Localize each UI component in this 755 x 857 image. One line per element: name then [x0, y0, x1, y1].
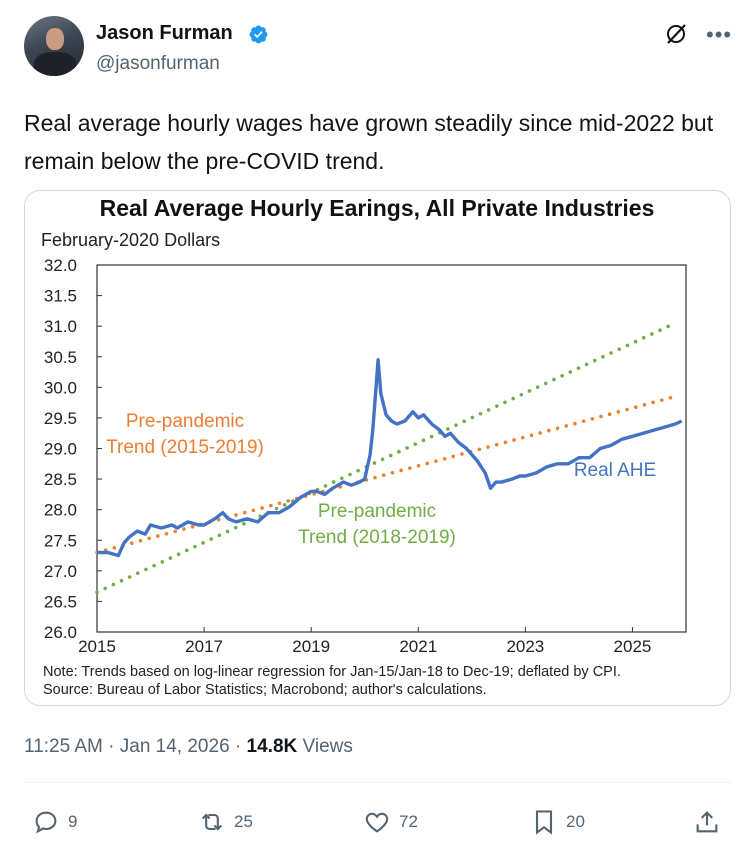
series-label: Pre-pandemic	[126, 411, 244, 432]
y-tick-label: 28.5	[44, 470, 77, 489]
series-line-trend-2018-2019	[95, 321, 678, 595]
y-tick-label: 28.0	[44, 501, 77, 520]
x-tick-label: 2019	[292, 637, 330, 656]
meta-separator: ·	[234, 736, 247, 757]
views-label: Views	[302, 736, 353, 757]
y-tick-label: 26.0	[44, 623, 77, 642]
post-time[interactable]: 11:25 AM	[24, 736, 103, 757]
series-line-real-ahe	[97, 358, 683, 558]
series-label: Trend (2018-2019)	[298, 527, 456, 548]
chart-note: Source: Bureau of Labor Statistics; Macr…	[43, 682, 487, 698]
heart-icon	[365, 812, 389, 833]
y-axis-label: February-2020 Dollars	[41, 230, 220, 250]
grok-icon[interactable]	[664, 22, 688, 46]
y-tick-label: 30.5	[44, 348, 77, 367]
bookmark-count: 20	[566, 812, 585, 831]
chart-title: Real Average Hourly Earings, All Private…	[100, 195, 655, 221]
chart-svg: Real Average Hourly Earings, All Private…	[41, 195, 687, 698]
x-tick-label: 2017	[185, 637, 223, 656]
reply-count: 9	[68, 812, 78, 831]
more-options-icon[interactable]: •••	[706, 22, 733, 47]
verified-badge-icon	[249, 25, 268, 44]
share-button[interactable]	[693, 806, 729, 838]
author-handle[interactable]: @jasonfurman	[96, 53, 220, 74]
series-label: Real AHE	[574, 460, 656, 481]
repost-button[interactable]: 25	[198, 806, 253, 838]
y-tick-label: 26.5	[44, 592, 77, 611]
repost-icon	[201, 813, 223, 831]
chart-note: Note: Trends based on log-linear regress…	[43, 664, 621, 680]
divider	[24, 782, 731, 783]
view-count: 14.8K	[246, 736, 298, 757]
y-tick-label: 29.5	[44, 409, 77, 428]
series-line-trend-2015-2019	[95, 394, 678, 555]
tweet-text: Real average hourly wages have grown ste…	[24, 110, 714, 174]
y-tick-label: 27.0	[44, 562, 77, 581]
reply-button[interactable]: 9	[32, 806, 77, 838]
y-tick-label: 31.5	[44, 287, 77, 306]
avatar-face	[46, 28, 64, 50]
x-tick-label: 2015	[78, 637, 116, 656]
y-tick-label: 29.0	[44, 440, 77, 459]
series-label: Pre-pandemic	[318, 501, 436, 522]
like-count: 72	[399, 812, 418, 831]
avatar[interactable]	[24, 16, 84, 76]
y-tick-label: 32.0	[44, 256, 77, 275]
bookmark-button[interactable]: 20	[530, 806, 585, 838]
avatar-body	[34, 52, 76, 76]
x-tick-label: 2021	[399, 637, 437, 656]
like-button[interactable]: 72	[363, 806, 418, 838]
chart-image[interactable]: Real Average Hourly Earings, All Private…	[24, 190, 731, 706]
repost-count: 25	[234, 812, 253, 831]
y-tick-label: 31.0	[44, 317, 77, 336]
y-tick-label: 27.5	[44, 531, 77, 550]
tweet-meta: 11:25 AM · Jan 14, 2026 · 14.8K Views	[24, 736, 353, 758]
reply-icon	[35, 811, 57, 834]
meta-separator: ·	[108, 736, 120, 757]
share-icon	[696, 811, 718, 833]
bookmark-icon	[535, 810, 553, 835]
x-tick-label: 2023	[506, 637, 544, 656]
x-tick-label: 2025	[614, 637, 652, 656]
series-label: Trend (2015-2019)	[106, 437, 264, 458]
post-date[interactable]: Jan 14, 2026	[119, 736, 230, 757]
author-name[interactable]: Jason Furman	[96, 22, 233, 44]
y-tick-label: 30.0	[44, 378, 77, 397]
